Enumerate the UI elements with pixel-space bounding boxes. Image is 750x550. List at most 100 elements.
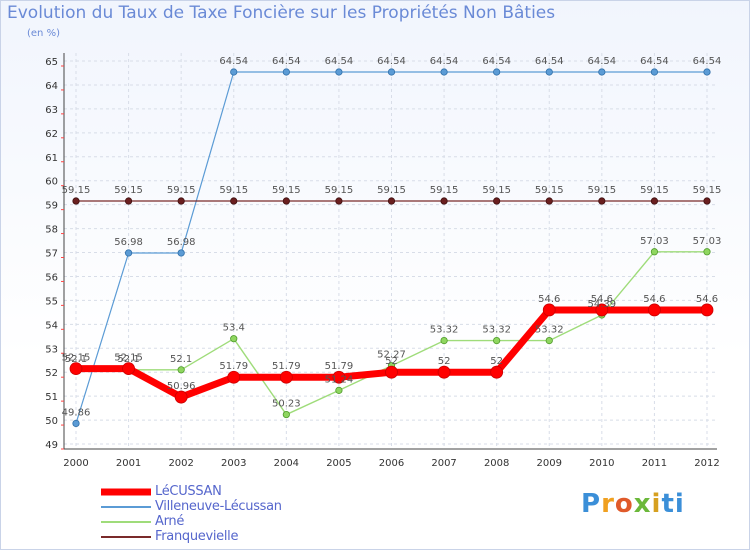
data-label-villeneuve-lecussan: 64.54 (640, 56, 669, 67)
data-label-franquevielle: 59.15 (377, 185, 406, 196)
data-point-arne (650, 248, 659, 256)
x-tick-label: 2002 (168, 458, 193, 469)
y-tick-label: 50 (45, 416, 58, 427)
x-tick-label: 2012 (694, 458, 719, 469)
data-label-villeneuve-lecussan: 64.54 (535, 56, 564, 67)
data-label-villeneuve-lecussan: 64.54 (588, 56, 617, 67)
y-tick-label: 62 (45, 129, 58, 140)
data-point-franquevielle (545, 197, 553, 205)
data-label-villeneuve-lecussan: 56.98 (114, 237, 143, 248)
y-tick-label: 52 (45, 368, 58, 379)
data-point-franquevielle (72, 197, 80, 205)
data-point-arne (703, 248, 711, 256)
data-point-lecussan (437, 365, 451, 379)
y-tick-label: 55 (45, 296, 58, 307)
data-point-villeneuve-lecussan (72, 419, 80, 428)
data-point-franquevielle (335, 197, 343, 205)
data-label-arne: 53.32 (535, 325, 564, 336)
data-label-lecussan: 54.6 (696, 294, 718, 305)
data-label-arne: 52.27 (377, 350, 406, 361)
data-label-villeneuve-lecussan: 64.54 (430, 56, 459, 67)
logo-letter: o (614, 489, 634, 519)
x-tick-label: 2009 (537, 458, 562, 469)
legend-label-franquevielle: Franquevielle (155, 529, 239, 544)
y-tick-label: 51 (45, 392, 58, 403)
data-point-franquevielle (230, 197, 238, 205)
data-point-franquevielle (650, 197, 659, 205)
data-point-franquevielle (177, 197, 185, 205)
data-label-arne: 50.23 (272, 399, 301, 410)
data-label-lecussan: 54.6 (538, 294, 560, 305)
y-tick-label: 61 (45, 153, 58, 164)
data-point-lecussan (385, 365, 398, 379)
data-point-lecussan (542, 303, 556, 317)
data-label-villeneuve-lecussan: 64.54 (693, 56, 722, 67)
data-point-lecussan (69, 362, 83, 375)
x-tick-label: 2011 (642, 458, 667, 469)
proxiti-logo: Proxiti (581, 489, 685, 519)
data-point-villeneuve-lecussan (124, 249, 133, 257)
data-point-lecussan (122, 362, 135, 375)
x-tick-label: 2001 (116, 458, 141, 469)
data-point-lecussan (700, 303, 714, 317)
logo-letter: x (633, 489, 652, 519)
data-point-arne (282, 410, 290, 419)
data-label-lecussan: 51.79 (272, 361, 301, 372)
data-point-lecussan (174, 390, 188, 404)
legend-label-arne: Arné (155, 514, 185, 529)
y-tick-label: 57 (45, 249, 58, 260)
data-point-arne (493, 336, 501, 345)
y-tick-label: 56 (45, 272, 58, 283)
legend-swatch-lecussan (101, 488, 151, 496)
data-point-franquevielle (440, 197, 448, 205)
data-point-lecussan (279, 370, 293, 384)
data-point-arne (545, 336, 553, 345)
x-tick-label: 2003 (221, 458, 246, 469)
data-label-villeneuve-lecussan: 64.54 (219, 56, 248, 67)
data-label-franquevielle: 59.15 (640, 185, 669, 196)
data-label-lecussan: 50.96 (167, 381, 196, 392)
x-tick-label: 2005 (326, 458, 351, 469)
data-point-franquevielle (387, 197, 396, 205)
data-point-lecussan (332, 370, 346, 384)
data-point-villeneuve-lecussan (387, 68, 396, 76)
data-label-franquevielle: 59.15 (693, 185, 722, 196)
axis-layer: 49 50 51 52 53 54 55 56 57 58 59 60 61 62 63 64 65 2000 20… (45, 53, 720, 469)
data-point-villeneuve-lecussan (282, 68, 290, 76)
x-tick-label: 2010 (589, 458, 614, 469)
legend-label-villeneuve-lecussan: Villeneuve-Lécussan (155, 499, 282, 514)
data-point-villeneuve-lecussan (545, 68, 553, 76)
data-label-lecussan: 52 (438, 356, 451, 367)
logo-letter: r (601, 489, 615, 519)
data-point-lecussan (648, 303, 661, 317)
y-tick-label: 53 (45, 344, 58, 355)
y-tick-label: 59 (45, 201, 58, 212)
data-label-lecussan: 54.6 (643, 294, 665, 305)
legend-swatch-franquevielle (101, 536, 151, 538)
data-label-villeneuve-lecussan: 64.54 (272, 56, 301, 67)
x-tick-label: 2007 (431, 458, 456, 469)
unit-label: (en %) (27, 28, 60, 39)
y-tick-label: 49 (45, 440, 58, 451)
y-tick-label: 60 (45, 177, 58, 188)
data-point-franquevielle (124, 197, 133, 205)
data-label-arne: 52.1 (170, 354, 192, 365)
data-label-arne: 54.39 (588, 299, 617, 310)
data-point-villeneuve-lecussan (230, 68, 238, 76)
data-label-franquevielle: 59.15 (272, 185, 301, 196)
data-label-layer: 49.86 56.98 56.98 64.54 64.54 64.54 64.54 64.54… (62, 56, 722, 418)
data-point-villeneuve-lecussan (598, 68, 606, 76)
data-point-arne (335, 386, 343, 394)
data-label-villeneuve-lecussan: 49.86 (62, 407, 91, 418)
data-label-lecussan: 52.15 (114, 353, 143, 364)
data-point-arne (177, 366, 185, 374)
data-label-lecussan: 54.6 (591, 294, 613, 305)
data-label-franquevielle: 59.15 (167, 185, 196, 196)
data-point-arne (440, 336, 448, 345)
data-label-arne: 57.03 (640, 236, 669, 247)
series-layer (69, 68, 714, 428)
data-point-franquevielle (282, 197, 290, 205)
x-tick-label: 2006 (379, 458, 404, 469)
data-label-franquevielle: 59.15 (114, 185, 143, 196)
data-label-villeneuve-lecussan: 64.54 (377, 56, 406, 67)
